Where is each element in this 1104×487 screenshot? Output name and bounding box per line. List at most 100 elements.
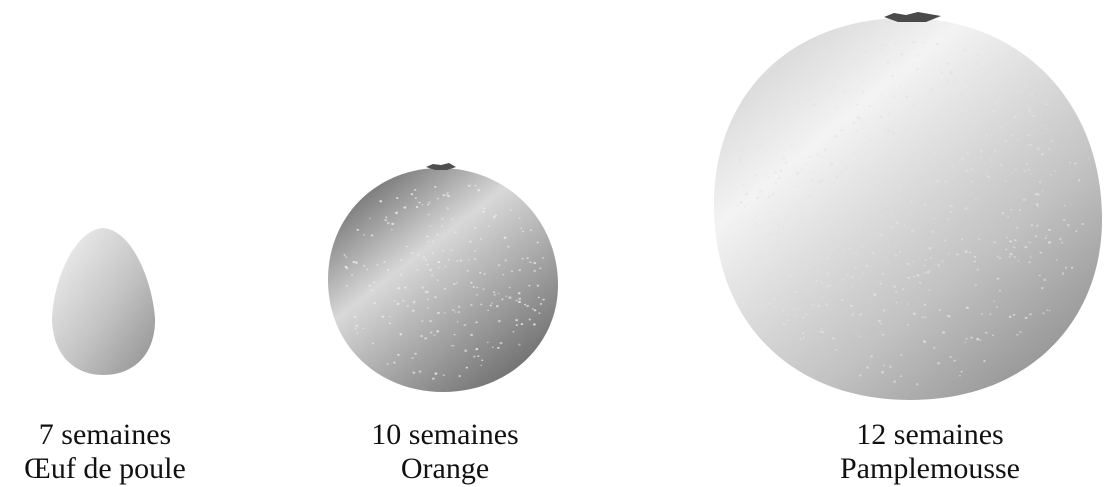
peel-dot — [354, 261, 358, 264]
peel-dot — [998, 257, 1002, 260]
peel-dot — [1041, 189, 1044, 192]
caption-orange: 10 semaines Orange — [340, 418, 550, 486]
peel-dot — [1008, 255, 1012, 258]
peel-dot — [990, 159, 993, 162]
peel-dot — [945, 79, 949, 83]
peel-dot — [440, 224, 443, 227]
peel-dot — [528, 318, 532, 321]
peel-dot — [426, 298, 429, 301]
peel-dot — [784, 161, 788, 164]
peel-dot — [972, 107, 975, 110]
peel-dot — [912, 260, 914, 263]
peel-dot — [831, 247, 835, 251]
peel-dot — [427, 213, 430, 216]
peel-dot — [508, 296, 512, 299]
peel-dot — [931, 151, 935, 155]
peel-dot — [807, 193, 810, 196]
peel-dot — [805, 313, 808, 315]
peel-dot — [928, 269, 931, 272]
orange-stem-icon — [426, 163, 456, 170]
peel-dot — [465, 366, 468, 369]
peel-dot — [992, 334, 994, 336]
peel-dot — [764, 172, 767, 175]
peel-dot — [418, 201, 421, 204]
peel-dot — [998, 289, 1002, 292]
peel-dot — [931, 230, 935, 233]
peel-dot — [835, 235, 838, 238]
peel-dot — [373, 281, 376, 284]
peel-dot — [520, 323, 524, 326]
peel-dot — [507, 245, 510, 248]
peel-dot — [896, 231, 899, 233]
peel-dot — [974, 198, 978, 201]
peel-dot — [1048, 228, 1051, 232]
peel-dot — [819, 330, 822, 333]
peel-dot — [386, 363, 389, 365]
peel-dot — [418, 370, 422, 373]
peel-dot — [366, 268, 369, 271]
peel-dot — [1040, 153, 1044, 156]
peel-dot — [742, 183, 745, 186]
peel-dot — [976, 268, 980, 271]
peel-dot — [832, 337, 835, 340]
peel-dot — [443, 287, 447, 290]
peel-dot — [889, 212, 892, 215]
peel-dot — [444, 265, 447, 268]
peel-dot — [798, 77, 801, 80]
peel-dot — [537, 296, 540, 299]
peel-dot — [402, 299, 405, 302]
peel-dot — [466, 269, 469, 272]
peel-dot — [442, 194, 446, 197]
peel-dot — [793, 307, 796, 310]
peel-dot — [510, 270, 514, 273]
peel-dot — [988, 103, 992, 105]
peel-dot — [949, 205, 954, 208]
peel-dot — [896, 197, 899, 199]
peel-dot — [370, 234, 374, 237]
peel-dot — [959, 93, 962, 96]
peel-dot — [936, 179, 940, 183]
peel-dot — [436, 279, 439, 282]
peel-dot — [531, 308, 534, 310]
peel-dot — [862, 246, 865, 248]
peel-dot — [509, 209, 512, 211]
peel-dot — [379, 200, 383, 203]
peel-dot — [1035, 203, 1039, 206]
peel-dot — [973, 260, 976, 263]
peel-dot — [1061, 241, 1064, 244]
peel-dot — [804, 163, 807, 166]
peel-dot — [888, 245, 891, 247]
peel-dot — [476, 286, 479, 289]
peel-dot — [1030, 224, 1034, 227]
peel-dot — [924, 259, 928, 262]
peel-dot — [878, 320, 881, 323]
peel-dot — [1014, 168, 1017, 171]
peel-dot — [996, 60, 999, 63]
peel-dot — [445, 194, 448, 196]
peel-dot — [879, 282, 882, 285]
peel-dot — [517, 292, 521, 295]
peel-dot — [821, 331, 825, 334]
peel-dot — [916, 54, 920, 57]
peel-dot — [820, 198, 823, 201]
peel-dot — [871, 188, 875, 191]
peel-dot — [442, 250, 444, 252]
peel-dot — [820, 156, 823, 158]
peel-dot — [428, 201, 431, 204]
peel-dot — [1001, 212, 1005, 215]
peel-dot — [808, 195, 812, 198]
peel-dot — [539, 267, 542, 270]
peel-dot — [907, 116, 909, 119]
peel-dot — [431, 240, 434, 243]
peel-dot — [1038, 181, 1042, 183]
peel-dot — [1014, 239, 1017, 242]
peel-dot — [1008, 315, 1012, 318]
weeks-label-7: 7 semaines — [38, 418, 172, 451]
peel-dot — [756, 197, 759, 200]
peel-dot — [1004, 180, 1007, 182]
peel-dot — [1019, 115, 1022, 118]
peel-dot — [1037, 205, 1040, 208]
peel-dot — [989, 313, 992, 315]
peel-dot — [979, 339, 982, 341]
peel-dot — [1046, 309, 1049, 312]
